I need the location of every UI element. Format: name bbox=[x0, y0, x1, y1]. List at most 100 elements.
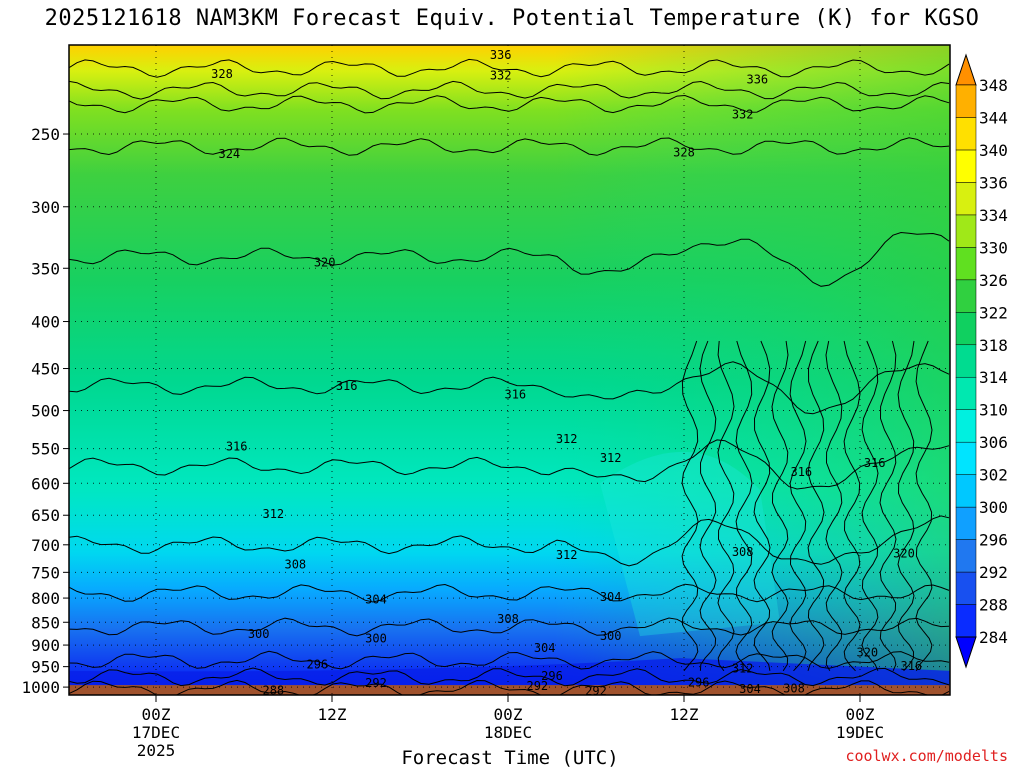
contour-label: 316 bbox=[900, 659, 922, 673]
colorbar-label: 322 bbox=[979, 303, 1008, 322]
contour-label: 324 bbox=[218, 147, 240, 161]
colorbar-swatch bbox=[955, 247, 977, 281]
colorbar-label: 310 bbox=[979, 401, 1008, 420]
contour-label: 312 bbox=[556, 432, 578, 446]
colorbar-label: 348 bbox=[979, 76, 1008, 95]
x-tick-label: 12Z bbox=[670, 705, 699, 724]
contour-label: 296 bbox=[541, 669, 563, 683]
contour-convective bbox=[915, 340, 933, 672]
contour-label: 320 bbox=[314, 256, 336, 270]
contour-label: 304 bbox=[739, 682, 761, 696]
credit-text: coolwx.com/modelts bbox=[845, 747, 1008, 765]
colorbar-swatch bbox=[955, 84, 977, 118]
contour-convective bbox=[807, 340, 825, 671]
y-axis: 250 300 350 400 450 500 550 600 650 700 750 800 850 9… bbox=[21, 125, 69, 697]
contour-320 bbox=[69, 231, 950, 287]
contour-label: 296 bbox=[688, 675, 710, 689]
colorbar-swatch bbox=[955, 117, 977, 151]
contour-332 bbox=[69, 80, 950, 100]
contour-convective bbox=[735, 340, 753, 672]
colorbar-swatch bbox=[955, 539, 977, 573]
colorbar-swatch bbox=[955, 441, 977, 475]
colorbar-label: 318 bbox=[979, 336, 1008, 355]
contour-label: 300 bbox=[365, 631, 387, 645]
colorbar-label: 326 bbox=[979, 271, 1008, 290]
contour-convective bbox=[825, 340, 843, 672]
colorbar-swatch bbox=[955, 604, 977, 638]
y-tick-label: 900 bbox=[31, 636, 60, 655]
contour-convective bbox=[861, 340, 879, 671]
contour-label: 292 bbox=[585, 684, 607, 698]
y-tick-label: 350 bbox=[31, 259, 60, 278]
colorbar-bottom-arrow bbox=[955, 636, 977, 669]
contour-convective bbox=[843, 340, 861, 672]
contour-288 bbox=[69, 679, 950, 695]
contour-label: 308 bbox=[732, 545, 754, 559]
x-tick-label: 00Z bbox=[494, 705, 523, 724]
contour-312 bbox=[69, 439, 950, 490]
colorbar-swatch bbox=[955, 409, 977, 443]
x-tick-label: 00Z bbox=[846, 705, 875, 724]
contour-336 bbox=[69, 58, 950, 78]
colorbar-label: 292 bbox=[979, 563, 1008, 582]
contour-308 bbox=[69, 515, 950, 567]
contour-304 bbox=[69, 583, 950, 603]
colorbar-label: 306 bbox=[979, 433, 1008, 452]
contour-convective bbox=[699, 340, 717, 671]
colorbar-swatch bbox=[955, 474, 977, 508]
contour-label: 336 bbox=[746, 72, 768, 86]
contour-convective bbox=[717, 340, 735, 672]
contour-convective bbox=[879, 340, 897, 672]
colorbar-label: 334 bbox=[979, 206, 1008, 225]
contour-label: 316 bbox=[336, 379, 358, 393]
contour-label: 292 bbox=[365, 676, 387, 690]
colorbar-label: 344 bbox=[979, 108, 1008, 127]
colorbar: 284 288 292 296 300 302 306 310 314 318 322 326 330 3… bbox=[955, 53, 1008, 669]
contour-label: 332 bbox=[732, 107, 754, 121]
y-tick-label: 550 bbox=[31, 440, 60, 459]
contour-label: 308 bbox=[497, 612, 519, 626]
colorbar-swatch bbox=[955, 214, 977, 248]
plot-frame bbox=[68, 44, 951, 696]
contour-296 bbox=[69, 650, 950, 670]
y-tick-label: 1000 bbox=[21, 678, 60, 697]
colorbar-label: 296 bbox=[979, 531, 1008, 550]
contour-292 bbox=[69, 667, 950, 687]
contour-328 bbox=[69, 94, 950, 114]
contour-labels: 336 332 328 336 332 328 324 320 316 316 316 312 312 3… bbox=[211, 48, 922, 698]
y-tick-label: 950 bbox=[31, 658, 60, 677]
contour-label: 288 bbox=[262, 683, 284, 697]
contour-300 bbox=[69, 617, 950, 637]
contour-label: 292 bbox=[526, 679, 548, 693]
contour-label: 312 bbox=[600, 451, 622, 465]
contour-convective bbox=[753, 340, 771, 671]
colorbar-label: 330 bbox=[979, 238, 1008, 257]
x-tick-label: 19DEC bbox=[836, 723, 884, 742]
contour-label: 328 bbox=[673, 146, 695, 160]
contour-label: 296 bbox=[306, 658, 328, 672]
y-tick-label: 450 bbox=[31, 360, 60, 379]
contour-label: 320 bbox=[893, 546, 915, 560]
contour-label: 304 bbox=[600, 590, 622, 604]
contour-label: 304 bbox=[365, 593, 387, 607]
contour-label: 328 bbox=[211, 67, 233, 81]
grid-lines bbox=[68, 44, 951, 696]
colorbar-swatch bbox=[955, 376, 977, 410]
chart-title: 2025121618 NAM3KM Forecast Equiv. Potent… bbox=[44, 6, 980, 31]
y-tick-label: 850 bbox=[31, 613, 60, 632]
colorbar-top-arrow bbox=[955, 53, 977, 86]
colorbar-swatch bbox=[955, 344, 977, 378]
y-tick-label: 250 bbox=[31, 125, 60, 144]
x-tick-label: 00Z bbox=[142, 705, 171, 724]
colorbar-label: 288 bbox=[979, 596, 1008, 615]
x-tick-label: 18DEC bbox=[484, 723, 532, 742]
contour-label: 300 bbox=[600, 629, 622, 643]
y-tick-label: 650 bbox=[31, 506, 60, 525]
colorbar-swatch bbox=[955, 312, 977, 346]
colorbar-label: 314 bbox=[979, 368, 1008, 387]
y-tick-label: 700 bbox=[31, 536, 60, 555]
contour-label: 316 bbox=[226, 439, 248, 453]
colorbar-label: 284 bbox=[979, 628, 1008, 647]
